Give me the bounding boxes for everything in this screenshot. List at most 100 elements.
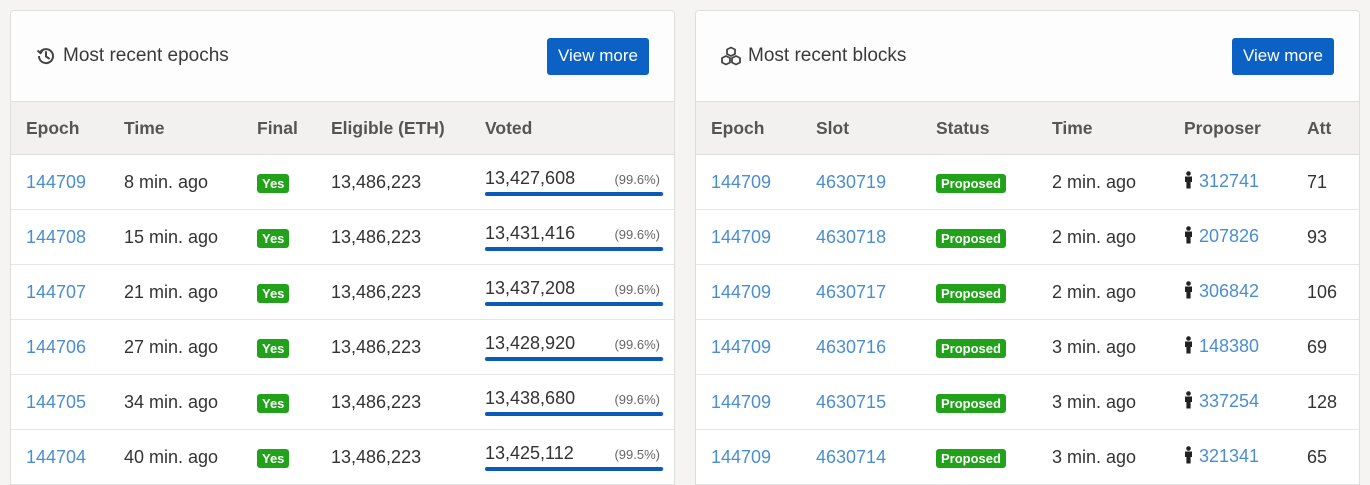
blocks-table-header: Epoch Slot Status Time Proposer Att	[696, 101, 1359, 155]
epoch-link[interactable]: 144709	[711, 336, 772, 357]
time-cell: 15 min. ago	[124, 226, 219, 247]
epoch-link[interactable]: 144704	[26, 446, 87, 467]
epoch-cell: 144709	[696, 265, 801, 320]
column-header-proposer[interactable]: Proposer	[1184, 117, 1261, 138]
epoch-link[interactable]: 144709	[26, 171, 87, 192]
time-cell: 27 min. ago	[124, 336, 219, 357]
recent-epochs-header: Most recent epochs View more	[11, 11, 674, 101]
proposer-link[interactable]: 306842	[1199, 280, 1260, 301]
slot-link[interactable]: 4630719	[816, 171, 887, 192]
blocks-view-more-button[interactable]: View more	[1232, 37, 1334, 75]
recent-epochs-card: Most recent epochs View more Epoch Time …	[10, 10, 675, 485]
voted-progress: 13,425,112 (99.5%)	[485, 443, 664, 471]
voted-bar	[485, 357, 664, 361]
table-row: 144707 21 min. ago Yes 13,486,223 13,437,208…	[11, 265, 674, 320]
voted-cell: 13,437,208 (99.6%)	[470, 265, 674, 320]
epoch-cell: 144709	[11, 155, 109, 210]
status-badge: Proposed	[936, 173, 1006, 193]
eligible-cell: 13,486,223	[331, 391, 422, 412]
blocks-table: Epoch Slot Status Time Proposer Att 1447…	[696, 101, 1359, 485]
proposer-link[interactable]: 148380	[1199, 335, 1260, 356]
epoch-cell: 144707	[11, 265, 109, 320]
slot-link[interactable]: 4630717	[816, 281, 887, 302]
time-cell: 3 min. ago	[1052, 336, 1137, 357]
slot-cell: 4630714	[801, 430, 921, 485]
final-badge: Yes	[257, 338, 290, 358]
voted-percent: (99.6%)	[614, 392, 660, 407]
epoch-link[interactable]: 144709	[711, 226, 772, 247]
status-badge: Proposed	[936, 228, 1006, 248]
epoch-link[interactable]: 144707	[26, 281, 87, 302]
final-cell: Yes	[242, 210, 316, 265]
slot-cell: 4630719	[801, 155, 921, 210]
table-row: 144709 8 min. ago Yes 13,486,223 13,427,608 (…	[11, 155, 674, 210]
voted-bar-fill	[485, 247, 664, 251]
cubes-icon	[720, 45, 742, 67]
eligible-cell: 13,486,223	[331, 446, 422, 467]
epoch-link[interactable]: 144709	[711, 171, 772, 192]
table-row: 144709 4630717 Proposed 2 min. ago 306842 106	[696, 265, 1359, 320]
eligible-cell: 13,486,223	[331, 336, 422, 357]
epoch-cell: 144709	[696, 320, 801, 375]
person-icon	[1184, 280, 1193, 304]
column-header-eligible[interactable]: Eligible (ETH)	[331, 117, 445, 138]
proposer-cell: 312741	[1169, 155, 1292, 210]
epoch-link[interactable]: 144709	[711, 281, 772, 302]
column-header-time[interactable]: Time	[1052, 117, 1093, 138]
epoch-link[interactable]: 144709	[711, 391, 772, 412]
proposer-cell: 337254	[1169, 375, 1292, 430]
column-header-att[interactable]: Att	[1307, 117, 1332, 138]
att-cell: 106	[1307, 281, 1338, 302]
proposer-link[interactable]: 337254	[1199, 390, 1260, 411]
status-cell: Proposed	[921, 265, 1037, 320]
proposer-link[interactable]: 207826	[1199, 225, 1260, 246]
eligible-cell: 13,486,223	[331, 281, 422, 302]
history-icon	[35, 45, 57, 67]
person-icon	[1184, 225, 1193, 249]
voted-progress: 13,427,608 (99.6%)	[485, 168, 664, 196]
column-header-epoch[interactable]: Epoch	[26, 117, 80, 138]
voted-percent: (99.6%)	[614, 337, 660, 352]
status-badge: Proposed	[936, 283, 1006, 303]
voted-bar	[485, 412, 664, 416]
column-header-slot[interactable]: Slot	[816, 117, 850, 138]
column-header-final[interactable]: Final	[257, 117, 298, 138]
epochs-table-header: Epoch Time Final Eligible (ETH) Voted	[11, 101, 674, 155]
slot-cell: 4630715	[801, 375, 921, 430]
recent-epochs-title-text: Most recent epochs	[63, 45, 229, 66]
final-badge: Yes	[257, 393, 290, 413]
voted-value: 13,431,416	[485, 223, 576, 243]
voted-percent: (99.6%)	[614, 282, 660, 297]
proposer-cell: 306842	[1169, 265, 1292, 320]
column-header-voted[interactable]: Voted	[485, 117, 533, 138]
slot-link[interactable]: 4630715	[816, 391, 887, 412]
voted-progress: 13,437,208 (99.6%)	[485, 278, 664, 306]
slot-link[interactable]: 4630714	[816, 446, 887, 467]
proposer-link[interactable]: 321341	[1199, 445, 1260, 466]
voted-bar-fill	[485, 412, 664, 416]
epoch-link[interactable]: 144709	[711, 446, 772, 467]
time-cell: 2 min. ago	[1052, 281, 1137, 302]
slot-link[interactable]: 4630716	[816, 336, 887, 357]
voted-value: 13,438,680	[485, 388, 576, 408]
epoch-link[interactable]: 144708	[26, 226, 87, 247]
epoch-link[interactable]: 144705	[26, 391, 87, 412]
final-badge: Yes	[257, 173, 290, 193]
status-cell: Proposed	[921, 430, 1037, 485]
recent-blocks-title: Most recent blocks	[720, 45, 906, 67]
voted-progress: 13,431,416 (99.6%)	[485, 223, 664, 251]
time-cell: 8 min. ago	[124, 171, 209, 192]
column-header-epoch[interactable]: Epoch	[711, 117, 765, 138]
voted-bar	[485, 192, 664, 196]
column-header-time[interactable]: Time	[124, 117, 165, 138]
epochs-view-more-button[interactable]: View more	[547, 37, 649, 75]
table-row: 144709 4630715 Proposed 3 min. ago 337254 128	[696, 375, 1359, 430]
voted-progress: 13,428,920 (99.6%)	[485, 333, 664, 361]
column-header-status[interactable]: Status	[936, 117, 990, 138]
proposer-link[interactable]: 312741	[1199, 170, 1260, 191]
att-cell: 69	[1307, 336, 1328, 357]
epoch-link[interactable]: 144706	[26, 336, 87, 357]
epoch-cell: 144706	[11, 320, 109, 375]
voted-value: 13,425,112	[485, 443, 574, 463]
slot-link[interactable]: 4630718	[816, 226, 887, 247]
